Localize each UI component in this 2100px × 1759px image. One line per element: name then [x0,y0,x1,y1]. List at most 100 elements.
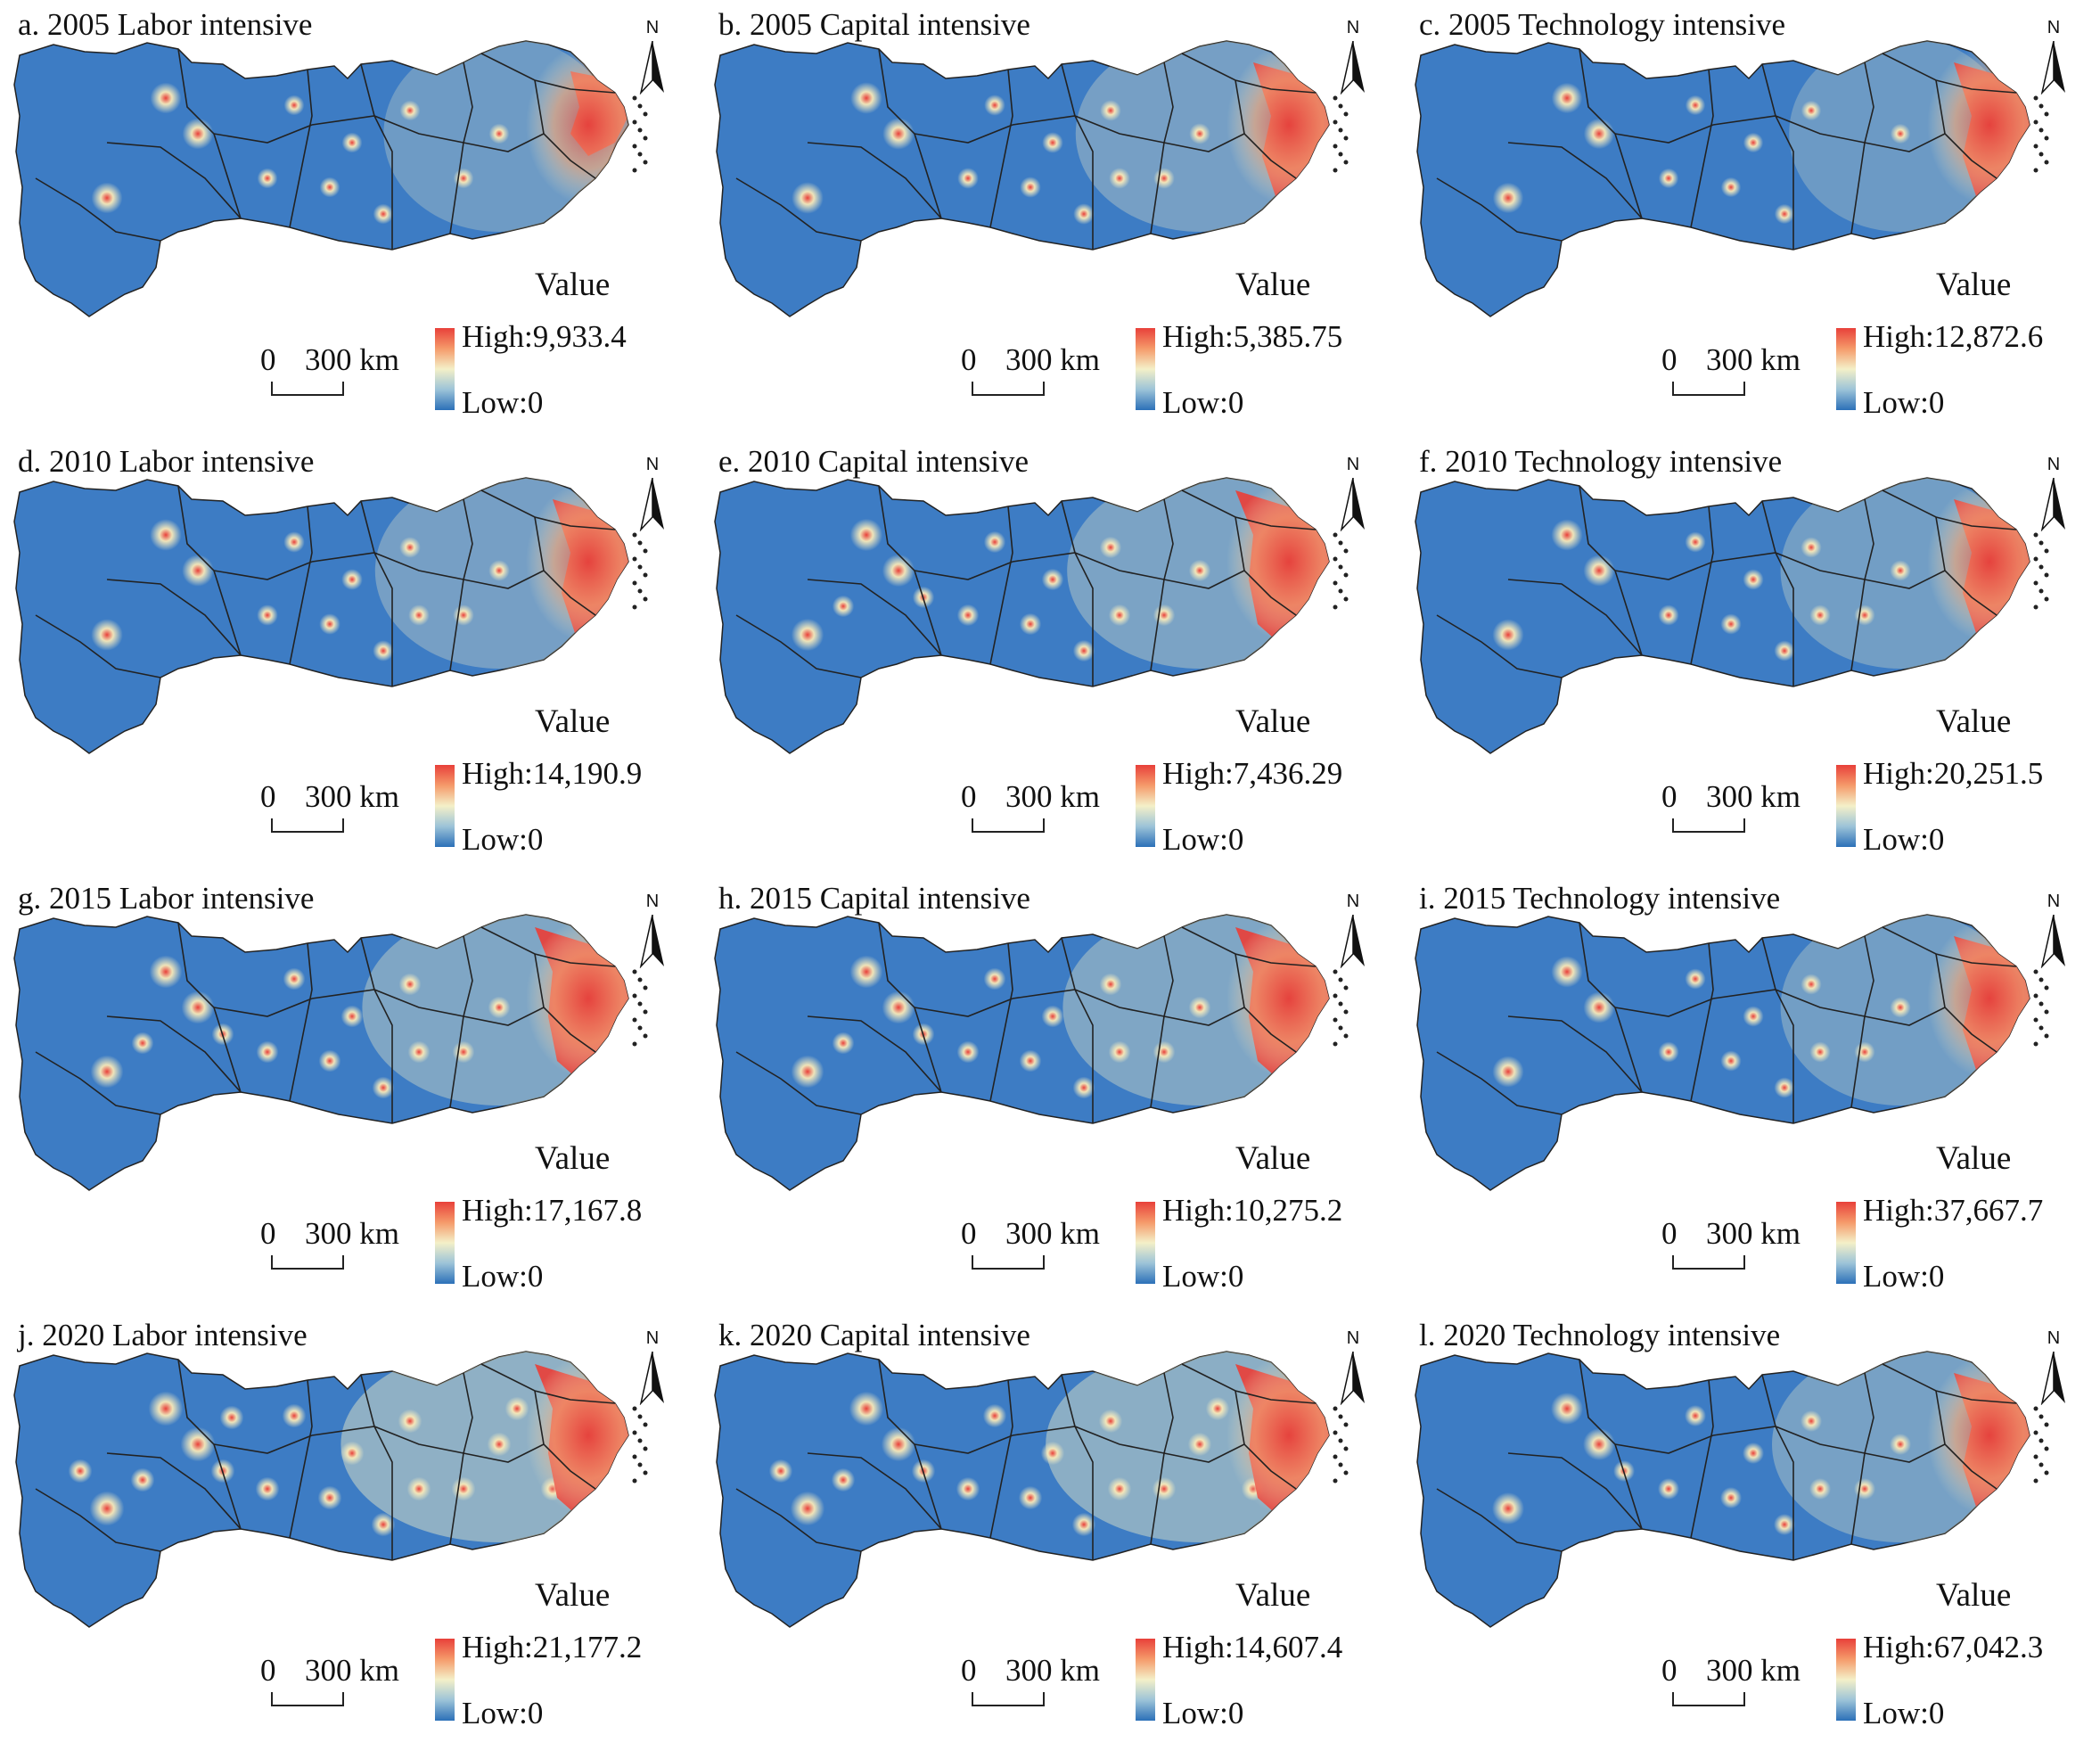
province-boundary [1436,1488,1563,1552]
province-boundary [807,1452,942,1530]
city-hotspot [957,168,979,189]
island [1333,969,1338,974]
city-hotspot [849,955,883,989]
north-arrow-icon: N [2036,18,2071,98]
province-boundary [213,998,313,1017]
province-boundary [1864,570,1946,589]
province-boundary [35,1488,161,1552]
island [2038,1001,2044,1007]
scale-bar: 0 300 km [260,779,399,842]
north-arrow-icon: N [635,892,670,972]
legend-low-value: Low:0 [1162,385,1244,420]
legend-title: Value [1936,1577,2012,1614]
legend-high-value: High:14,607.4 [1162,1630,1343,1664]
province-boundary [1012,1426,1165,1454]
scale-bar: 0 300 km [260,1653,399,1715]
province-boundary [1712,115,1866,144]
city-hotspot [319,613,340,635]
scale-distance-label: 300 km [305,779,399,814]
province-boundary [1181,489,1317,530]
north-label: N [1346,18,1360,37]
city-hotspot [1720,1050,1742,1072]
island [2044,1446,2049,1451]
province-boundary [989,506,1013,665]
island [637,127,643,133]
scale-zero-label: 0 [1661,779,1678,814]
north-arrow-icon: N [2036,455,2071,535]
island [1338,977,1343,982]
province-boundary [1614,561,1714,580]
scale-bar-line [972,818,1045,833]
panel-title: e. 2010 Capital intensive [718,444,1029,479]
province-boundary [807,142,942,219]
province-boundary [1436,614,1563,678]
island [1333,1454,1338,1459]
city-hotspot [1492,182,1524,214]
scale-bar-line [972,1255,1045,1270]
legend-color-ramp [1836,1639,1856,1721]
island [632,1041,637,1047]
island [1343,1033,1349,1039]
province-boundary [449,498,473,671]
province-boundary [735,614,862,678]
province-boundary [1935,516,1997,616]
island [637,1462,643,1467]
legend-high-value: High:20,251.5 [1863,756,2044,791]
city-hotspot [180,1426,216,1462]
scale-zero-label: 0 [1661,1653,1678,1688]
city-hotspot [1801,537,1822,558]
scale-zero-label: 0 [1661,342,1678,377]
province-boundary [311,552,464,580]
province-boundary [289,1379,313,1539]
province-boundary [449,935,473,1108]
panel-title: h. 2015 Capital intensive [718,881,1030,916]
island [2044,136,2049,141]
city-hotspot [1774,640,1795,662]
province-boundary [177,922,242,1093]
legend-color-ramp [1136,328,1155,410]
map-panel: c. 2005 Technology intensive N Value High:1… [1401,0,2100,440]
province-boundary [1235,953,1297,1053]
city-hotspot [487,1432,512,1457]
island [2038,103,2044,109]
island [643,548,648,554]
island [637,588,643,594]
province-boundary [177,1359,242,1530]
city-hotspot [849,518,883,552]
island [1338,588,1343,594]
city-hotspot [1685,1405,1706,1426]
city-hotspot [1890,123,1911,144]
island [643,1033,648,1039]
province-boundary [1864,133,1946,152]
city-hotspot [1072,639,1095,662]
panel-title: g. 2015 Labor intensive [18,881,315,916]
city-hotspot [1583,555,1615,587]
legend-low-value: Low:0 [462,385,544,420]
province-boundary [311,115,464,144]
province-boundary [534,953,596,1053]
city-hotspot [1658,604,1679,626]
island [2033,95,2038,101]
legend-low-value: Low:0 [1162,822,1244,857]
scale-bar: 0 300 km [1661,779,1801,842]
kernel-density-map [13,40,648,317]
north-arrow-icon: N [635,18,670,98]
island [1343,136,1349,141]
scale-bar: 0 300 km [1661,342,1801,405]
island [1343,111,1349,117]
island [1333,1478,1338,1484]
province-boundary [106,1452,242,1530]
north-label: N [1346,892,1360,911]
province-boundary [1579,485,1643,656]
city-hotspot [91,619,123,651]
scale-distance-label: 300 km [1706,342,1801,377]
province-boundary [1507,142,1643,219]
island [643,596,648,602]
legend-color-ramp [1836,328,1856,410]
city-hotspot [1801,100,1822,121]
kernel-density-map [1415,1351,2049,1628]
island [1343,572,1349,578]
city-hotspot [881,1426,916,1462]
city-hotspot [1801,1410,1822,1432]
city-hotspot [1042,132,1063,153]
